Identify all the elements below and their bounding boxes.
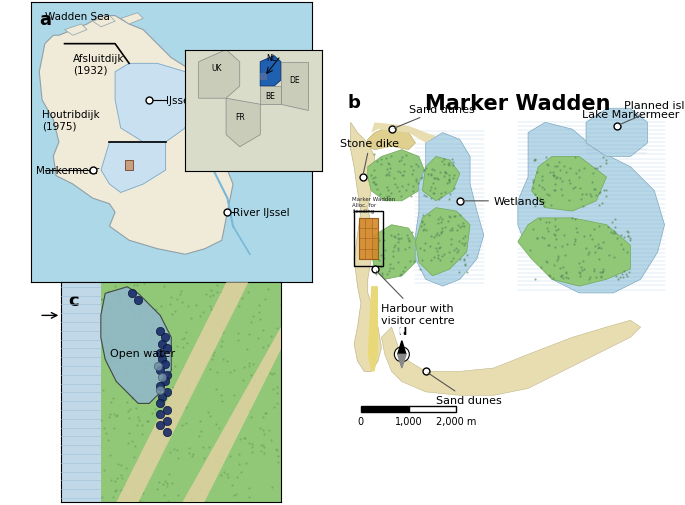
Polygon shape bbox=[92, 17, 115, 28]
Text: Open water: Open water bbox=[110, 348, 175, 358]
Bar bbox=[361, 407, 409, 412]
Text: Markermeer: Markermeer bbox=[36, 166, 100, 176]
Text: Planned island: Planned island bbox=[619, 101, 685, 125]
Polygon shape bbox=[518, 123, 664, 293]
Text: River IJssel: River IJssel bbox=[233, 208, 290, 218]
Text: Wetlands: Wetlands bbox=[462, 196, 545, 207]
Text: NL: NL bbox=[266, 54, 276, 63]
Polygon shape bbox=[532, 157, 606, 212]
Polygon shape bbox=[281, 63, 308, 111]
Text: Marker Wadden: Marker Wadden bbox=[425, 94, 610, 114]
Text: Afsluitdijk
(1932): Afsluitdijk (1932) bbox=[73, 54, 125, 75]
Text: Houtribdijk
(1975): Houtribdijk (1975) bbox=[42, 110, 100, 131]
Polygon shape bbox=[423, 157, 460, 201]
Polygon shape bbox=[371, 123, 436, 143]
Text: Stone dike: Stone dike bbox=[340, 138, 399, 175]
Polygon shape bbox=[115, 64, 194, 142]
Polygon shape bbox=[101, 142, 166, 193]
Text: c: c bbox=[68, 291, 78, 310]
Polygon shape bbox=[260, 57, 281, 87]
Polygon shape bbox=[182, 327, 282, 502]
Text: 2,000 m: 2,000 m bbox=[436, 416, 477, 426]
Text: Sand dunes: Sand dunes bbox=[394, 105, 475, 129]
Polygon shape bbox=[260, 87, 281, 105]
Text: BE: BE bbox=[265, 92, 275, 101]
Text: Harbour with
visitor centre: Harbour with visitor centre bbox=[377, 272, 455, 325]
Polygon shape bbox=[368, 286, 378, 372]
Bar bbox=[354, 212, 383, 266]
Polygon shape bbox=[518, 219, 630, 286]
Bar bbox=[409, 407, 456, 412]
Text: Lake Markermeer: Lake Markermeer bbox=[582, 110, 679, 120]
Bar bbox=[61, 283, 101, 502]
Polygon shape bbox=[351, 123, 382, 372]
Polygon shape bbox=[199, 50, 240, 99]
Polygon shape bbox=[400, 348, 403, 361]
Polygon shape bbox=[398, 341, 406, 355]
Polygon shape bbox=[368, 150, 425, 201]
Text: Marker Wadden
Alloc. for
flooding: Marker Wadden Alloc. for flooding bbox=[352, 197, 396, 213]
Polygon shape bbox=[416, 208, 470, 276]
Polygon shape bbox=[121, 14, 143, 25]
Text: FR: FR bbox=[235, 113, 245, 122]
Text: DE: DE bbox=[289, 76, 300, 85]
Polygon shape bbox=[382, 321, 640, 395]
Polygon shape bbox=[64, 25, 87, 36]
Text: b: b bbox=[347, 94, 360, 112]
Polygon shape bbox=[185, 50, 322, 172]
Polygon shape bbox=[371, 225, 419, 280]
Text: IJsselmeer: IJsselmeer bbox=[166, 95, 219, 106]
Text: Sand dunes: Sand dunes bbox=[428, 373, 501, 406]
Text: N: N bbox=[398, 326, 406, 336]
Bar bbox=[125, 161, 134, 171]
Polygon shape bbox=[226, 99, 260, 147]
Bar bbox=[359, 219, 378, 259]
Polygon shape bbox=[398, 355, 406, 368]
Text: a: a bbox=[39, 11, 51, 29]
Bar bbox=[260, 74, 267, 81]
Polygon shape bbox=[368, 127, 416, 150]
Text: UK: UK bbox=[211, 64, 222, 73]
Polygon shape bbox=[116, 283, 248, 502]
Polygon shape bbox=[416, 133, 484, 286]
Polygon shape bbox=[400, 325, 403, 337]
Polygon shape bbox=[101, 287, 171, 403]
Text: 1,000: 1,000 bbox=[395, 416, 423, 426]
Text: Wadden Sea: Wadden Sea bbox=[45, 12, 110, 22]
Text: 0: 0 bbox=[358, 416, 364, 426]
Polygon shape bbox=[586, 110, 647, 157]
Polygon shape bbox=[39, 17, 233, 255]
Circle shape bbox=[395, 347, 410, 362]
